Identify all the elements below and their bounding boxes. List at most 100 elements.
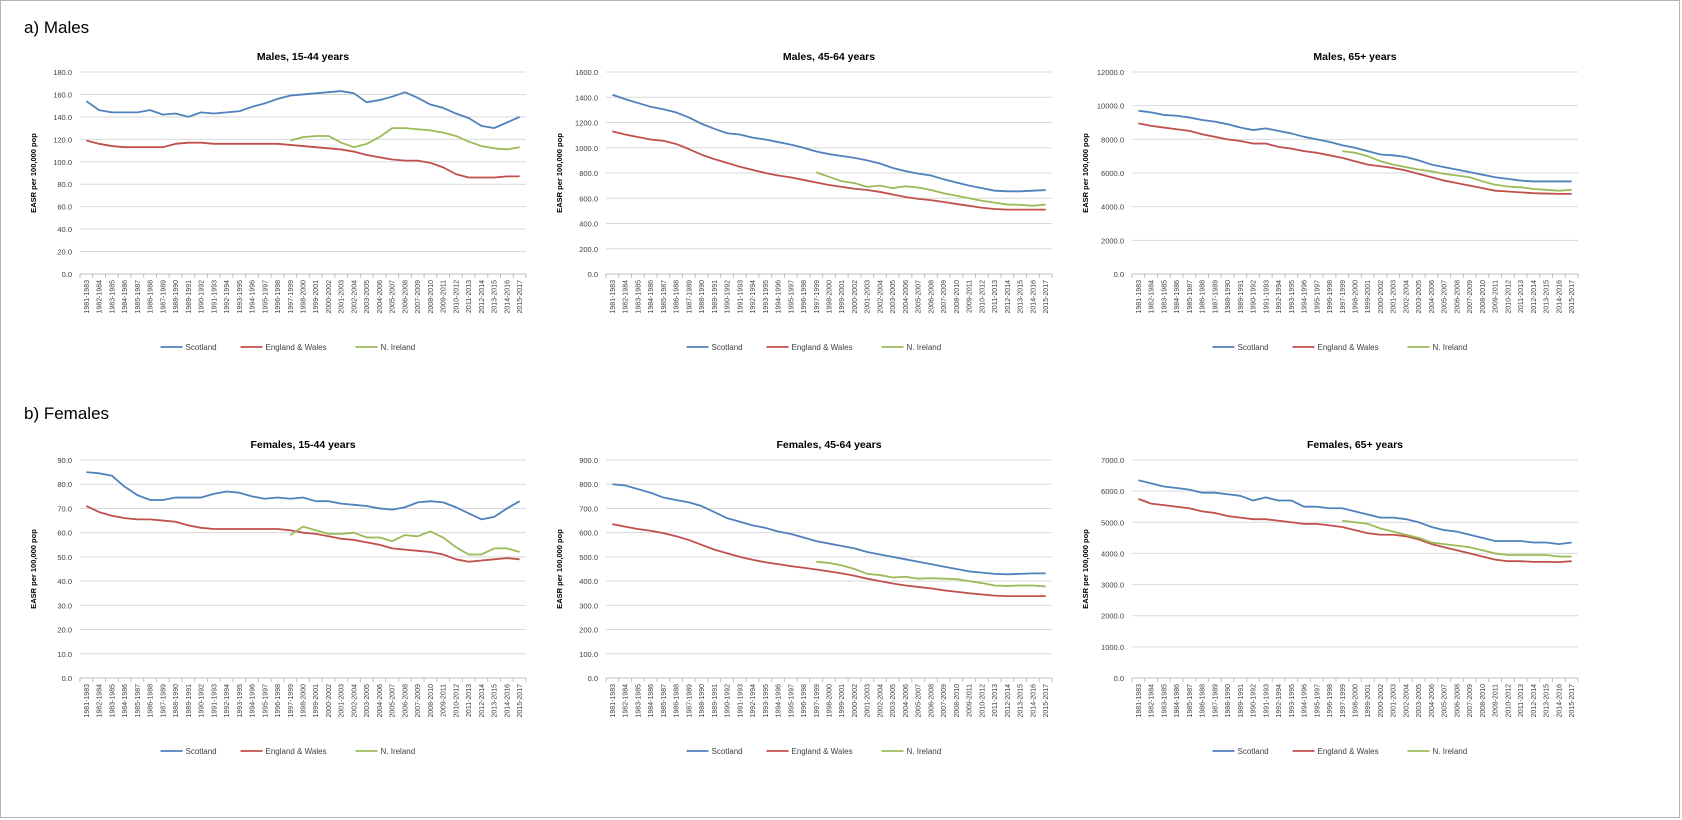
y-tick-label: 200.0	[579, 245, 598, 254]
series-line-scotland	[85, 90, 520, 130]
x-tick-label: 2011-2013	[466, 280, 473, 313]
legend-label-england-wales: England & Wales	[1318, 343, 1379, 352]
y-tick-label: 200.0	[579, 626, 598, 635]
y-tick-label: 8000.0	[1101, 135, 1124, 144]
chart-males-15-44: Males, 15-44 years 0.0 20.0 40.0 60.0 80.0 100…	[29, 51, 527, 352]
x-tick-label: 1993-1995	[237, 684, 244, 718]
y-tick-label: 120.0	[53, 135, 72, 144]
x-tick-label: 2002-2004	[351, 684, 358, 718]
x-tick-label: 2005-2007	[390, 684, 397, 718]
y-tick-label: 10000.0	[1097, 102, 1124, 111]
x-tick-label: 1991-1993	[1263, 684, 1270, 718]
x-tick-label: 1986-1988	[1200, 280, 1207, 314]
x-tick-label: 1989-1991	[186, 684, 193, 718]
y-tick-label: 800.0	[579, 169, 598, 178]
x-tick-label: 1986-1988	[148, 280, 155, 314]
x-tick-label: 1981-1983	[1136, 684, 1143, 718]
x-tick-label: 2010-2012	[1505, 280, 1512, 314]
chart-males-45-64: Males, 45-64 years 0.0 200.0 400.0 600.0 800.…	[555, 51, 1053, 352]
x-tick-label: 1983-1985	[635, 684, 642, 718]
x-tick-label: 1984-1986	[648, 280, 655, 314]
x-tick-label: 2015-2017	[1043, 684, 1050, 718]
y-tick-label: 7000.0	[1101, 456, 1124, 465]
x-tick-label: 1998-2000	[827, 684, 834, 718]
x-tick-label: 2005-2007	[1442, 684, 1449, 718]
x-tick-label: 2007-2009	[415, 280, 422, 314]
legend-label-scotland: Scotland	[712, 747, 743, 756]
x-tick-label: 2003-2005	[1416, 684, 1423, 718]
y-tick-label: 6000.0	[1101, 169, 1124, 178]
y-tick-label: 80.0	[57, 180, 72, 189]
x-tick-label: 1997-1999	[814, 684, 821, 718]
x-tick-label: 1987-1989	[160, 684, 167, 718]
x-tick-label: 1986-1988	[1200, 684, 1207, 718]
y-tick-label: 500.0	[579, 553, 598, 562]
x-tick-label: 2004-2006	[377, 684, 384, 718]
x-tick-label: 2002-2004	[1403, 684, 1410, 718]
x-tick-label: 2015-2017	[517, 280, 524, 314]
legend-label-scotland: Scotland	[1238, 343, 1269, 352]
x-tick-label: 2007-2009	[415, 684, 422, 718]
x-tick-label: 1982-1984	[1149, 684, 1156, 718]
x-tick-label: 2000-2002	[326, 280, 333, 314]
x-tick-label: 2000-2002	[326, 684, 333, 718]
legend-label-scotland: Scotland	[186, 343, 217, 352]
x-tick-label: 2001-2003	[1391, 684, 1398, 718]
x-tick-label: 2013-2015	[1018, 684, 1025, 718]
x-tick-label: 1983-1985	[109, 280, 116, 314]
x-tick-label: 2005-2007	[1442, 280, 1449, 314]
chart-title: Males, 45-64 years	[783, 51, 875, 63]
x-tick-label: 1981-1983	[84, 684, 91, 718]
x-tick-label: 1993-1995	[1289, 280, 1296, 314]
x-tick-label: 2011-2013	[992, 280, 999, 313]
x-tick-label: 1991-1993	[211, 684, 218, 718]
x-tick-label: 1984-1986	[1174, 280, 1181, 314]
x-tick-label: 2005-2007	[390, 280, 397, 314]
x-tick-label: 1983-1985	[1161, 280, 1168, 314]
x-tick-label: 2008-2010	[954, 280, 961, 314]
x-tick-label: 2011-2013	[992, 684, 999, 717]
x-tick-label: 2015-2017	[1043, 280, 1050, 314]
x-tick-label: 2002-2004	[877, 280, 884, 314]
x-tick-label: 2011-2013	[466, 684, 473, 717]
x-tick-label: 2005-2007	[916, 684, 923, 718]
x-tick-label: 2009-2011	[967, 684, 974, 717]
x-tick-label: 1982-1984	[1149, 280, 1156, 314]
x-tick-label: 2000-2002	[852, 684, 859, 718]
y-axis-label: EASR per 100,000 pop	[555, 529, 564, 609]
x-tick-label: 1999-2001	[313, 684, 320, 718]
y-tick-label: 400.0	[579, 577, 598, 586]
x-tick-label: 1990-1992	[1251, 280, 1258, 314]
x-tick-label: 1994-1996	[1302, 280, 1309, 314]
y-tick-label: 700.0	[579, 504, 598, 513]
x-tick-label: 1984-1986	[648, 684, 655, 718]
section-label-females: b) Females	[24, 404, 110, 423]
x-tick-label: 1997-1999	[1340, 684, 1347, 718]
x-tick-label: 2006-2008	[928, 280, 935, 314]
y-tick-label: 6000.0	[1101, 487, 1124, 496]
x-tick-label: 1992-1994	[750, 280, 757, 314]
x-tick-label: 1991-1993	[211, 280, 218, 314]
x-tick-label: 1994-1996	[1302, 684, 1309, 718]
x-tick-label: 1989-1991	[1238, 280, 1245, 314]
y-tick-label: 900.0	[579, 456, 598, 465]
y-tick-label: 1200.0	[575, 119, 598, 128]
series-line-england-wales	[86, 139, 520, 179]
x-tick-label: 1982-1984	[97, 280, 104, 314]
x-tick-label: 2004-2006	[1429, 280, 1436, 314]
chart-title: Males, 15-44 years	[257, 51, 349, 63]
y-tick-label: 20.0	[57, 248, 72, 257]
x-tick-label: 1995-1997	[1314, 280, 1321, 314]
x-tick-label: 2013-2015	[492, 684, 499, 718]
y-tick-label: 0.0	[62, 270, 72, 279]
series-line-scotland	[612, 93, 1046, 193]
x-tick-label: 1983-1985	[635, 280, 642, 314]
x-tick-label: 1990-1992	[1251, 684, 1258, 718]
x-tick-label: 1988-1990	[699, 280, 706, 314]
x-tick-label: 1989-1991	[186, 280, 193, 314]
x-tick-label: 2012-2014	[1005, 684, 1012, 718]
x-tick-label: 2007-2009	[1467, 280, 1474, 314]
y-tick-label: 60.0	[57, 203, 72, 212]
x-tick-label: 1989-1991	[712, 684, 719, 718]
x-tick-label: 2001-2003	[865, 280, 872, 314]
